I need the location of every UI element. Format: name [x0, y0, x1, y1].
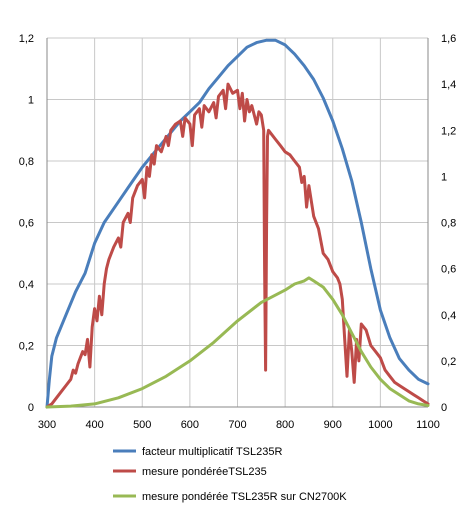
series-layer	[45, 38, 430, 409]
y-right-tick-label: 0,4	[441, 310, 456, 322]
y-right-tick-label: 0,6	[441, 264, 456, 276]
y-right-tick-label: 1,2	[441, 125, 456, 137]
x-tick-label: 1100	[416, 419, 440, 431]
y-right-tick-label: 1	[441, 171, 447, 183]
y-right-tick-label: 1,6	[441, 33, 456, 45]
y-axis-right-tick-labels: 0 0,2 0,4 0,6 0,8 1 1,2 1,4 1,6	[441, 33, 456, 414]
legend-label-1: facteur multiplicatif TSL235R	[142, 446, 282, 458]
y-left-tick-label: 0,6	[19, 218, 34, 230]
y-left-tick-label: 1,2	[19, 33, 34, 45]
y-axis-left-tick-labels: 0 0,2 0,4 0,6 0,8 1 1,2	[19, 33, 34, 414]
y-right-tick-label: 1,4	[441, 79, 456, 91]
x-axis-tick-labels: 300 400 500 600 700 800 900 1000 1100	[38, 419, 440, 431]
x-tick-label: 300	[38, 419, 56, 431]
y-left-tick-label: 0,8	[19, 156, 34, 168]
y-right-tick-label: 0,8	[441, 218, 456, 230]
x-tick-label: 900	[324, 419, 342, 431]
x-tick-label: 600	[181, 419, 199, 431]
legend: facteur multiplicatif TSL235R mesure pond…	[113, 446, 347, 503]
x-tick-label: 500	[133, 419, 151, 431]
x-tick-label: 800	[276, 419, 294, 431]
y-right-tick-label: 0	[441, 402, 447, 414]
y-left-tick-label: 0	[28, 402, 34, 414]
y-left-tick-label: 0,2	[19, 341, 34, 353]
x-tick-label: 700	[228, 419, 246, 431]
legend-label-2: mesure pondéréeTSL235	[142, 466, 267, 478]
y-left-tick-label: 1	[28, 95, 34, 107]
x-tick-label: 400	[85, 419, 103, 431]
y-left-tick-label: 0,4	[19, 279, 34, 291]
legend-label-3: mesure pondérée TSL235R sur CN2700K	[142, 491, 347, 503]
series-line-3	[45, 276, 430, 409]
y-right-tick-label: 0,2	[441, 356, 456, 368]
series-line-2	[45, 82, 430, 409]
x-tick-label: 1000	[368, 419, 392, 431]
series-line-1	[45, 38, 430, 409]
plot-frame	[46, 38, 429, 408]
